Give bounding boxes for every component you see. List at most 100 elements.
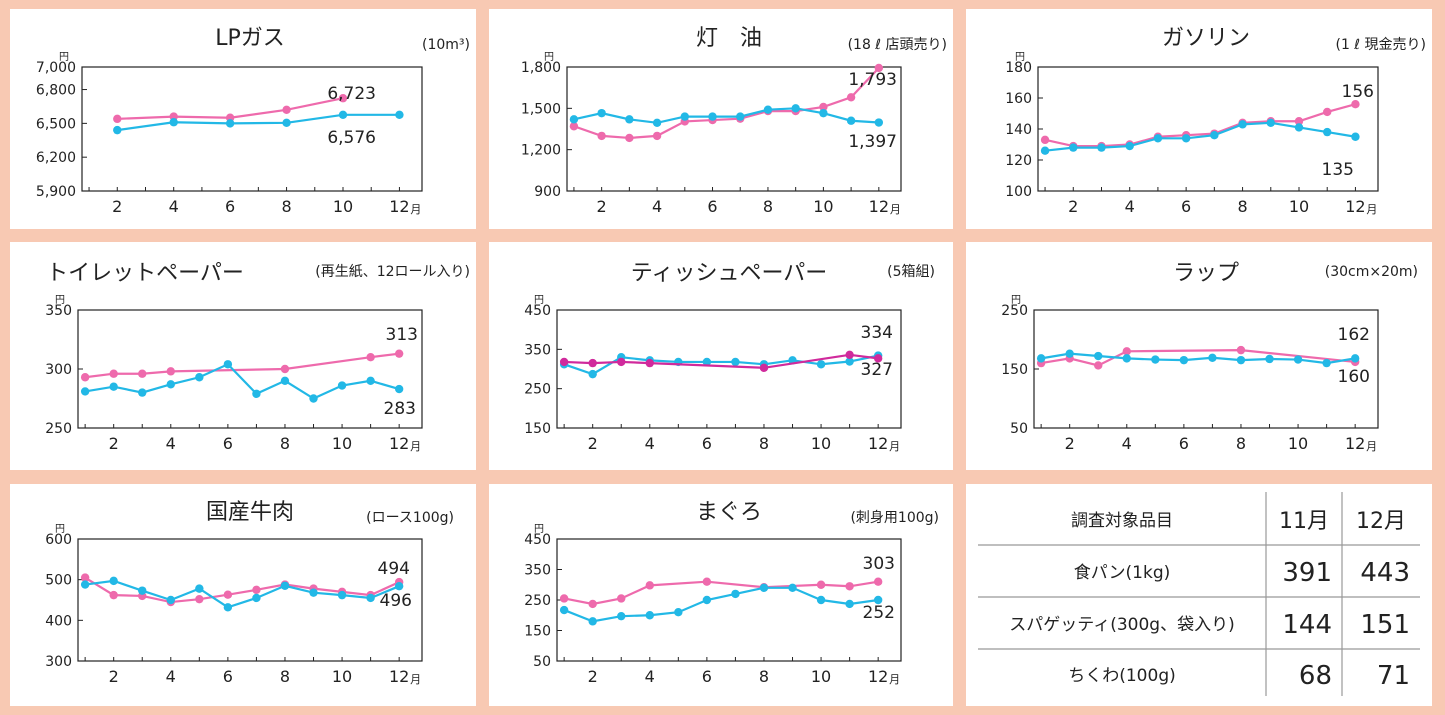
- line-pink: [1044, 103, 1356, 148]
- x-tick-label: 8: [280, 434, 290, 453]
- x-tick-label: 2: [1068, 197, 1078, 216]
- data-point: [816, 360, 826, 369]
- data-point: [1294, 117, 1304, 126]
- data-point: [80, 387, 90, 396]
- data-point: [1236, 355, 1246, 365]
- data-point: [280, 581, 290, 590]
- line-secondary: [573, 107, 879, 124]
- x-tick-label: 6: [223, 667, 233, 686]
- data-point: [280, 376, 290, 385]
- price-table-panel: 調査対象品目 11月 12月 食パン(1kg) 391 443 スパゲッティ(3…: [966, 484, 1432, 706]
- chart-unit-label: (1 ℓ 現金売り): [1335, 37, 1426, 53]
- y-tick-label: 120: [1005, 153, 1032, 169]
- x-month-suffix: 月: [410, 203, 421, 216]
- data-point: [1036, 354, 1046, 363]
- value-annotation: 303: [863, 554, 895, 574]
- x-tick-label: 10: [811, 434, 831, 453]
- y-tick-label: 300: [45, 362, 72, 378]
- x-tick-label: 8: [759, 667, 769, 686]
- line-secondary: [117, 113, 400, 132]
- data-point: [1125, 141, 1134, 151]
- x-tick-label: 4: [645, 434, 655, 453]
- x-tick-label: 12: [869, 197, 889, 216]
- value-annotation: 496: [380, 591, 412, 611]
- data-point: [588, 369, 597, 379]
- x-tick-label: 2: [597, 197, 607, 216]
- data-point: [617, 611, 626, 621]
- line-pink: [1040, 349, 1356, 367]
- table-cell-value: 144: [1282, 610, 1332, 640]
- data-point: [1122, 347, 1131, 356]
- x-tick-label: 10: [332, 434, 352, 453]
- data-point: [109, 576, 118, 586]
- line-secondary: [84, 362, 400, 400]
- x-tick-label: 2: [109, 434, 119, 453]
- y-tick-label: 6,200: [36, 150, 76, 166]
- x-tick-label: 8: [281, 197, 291, 216]
- chart-panel-toilet-paper: トイレットペーパー (再生紙、12ロール入り) 円 350 300 250 2 4 6 8 10 12…: [10, 242, 476, 470]
- y-tick-label: 1,200: [521, 143, 561, 159]
- data-point: [731, 589, 740, 599]
- table-row-label: ちくわ(100g): [1068, 666, 1176, 686]
- data-point: [337, 590, 347, 600]
- chart-title: LPガス: [215, 26, 285, 51]
- table-header-dec: 12月: [1356, 509, 1406, 534]
- data-point: [195, 373, 204, 382]
- x-tick-label: 6: [707, 197, 717, 216]
- y-tick-label: 6,500: [36, 116, 76, 132]
- data-point: [166, 595, 175, 605]
- x-tick-label: 2: [112, 197, 122, 216]
- table-cell-value: 71: [1377, 661, 1410, 691]
- value-annotation: 1,397: [848, 132, 897, 152]
- data-point: [846, 93, 856, 102]
- data-point: [1323, 127, 1332, 137]
- data-point: [1179, 355, 1189, 365]
- x-month-suffix: 月: [410, 673, 421, 686]
- data-point: [166, 380, 175, 389]
- data-point: [702, 577, 712, 586]
- data-point: [873, 595, 883, 605]
- x-tick-label: 4: [166, 667, 176, 686]
- x-tick-label: 8: [759, 434, 769, 453]
- data-point: [873, 354, 883, 363]
- data-point: [138, 369, 147, 378]
- x-tick-label: 8: [1237, 197, 1247, 216]
- chart-unit-label: (10m³): [422, 37, 470, 53]
- data-point: [225, 119, 235, 128]
- data-point: [195, 584, 204, 593]
- data-point: [1265, 354, 1274, 364]
- y-axis-unit: 円: [1015, 52, 1025, 63]
- value-annotation: 156: [1342, 82, 1374, 102]
- x-tick-label: 4: [1125, 197, 1135, 216]
- data-point: [1351, 132, 1360, 141]
- data-point: [788, 583, 797, 592]
- data-point: [282, 105, 291, 115]
- data-point: [1181, 134, 1191, 143]
- data-point: [394, 349, 404, 358]
- data-point: [816, 595, 826, 605]
- y-tick-label: 100: [1005, 184, 1032, 200]
- x-tick-label: 6: [1179, 434, 1189, 453]
- y-tick-label: 150: [524, 421, 551, 437]
- chart-panel-beef: 国産牛肉 (ロース100g) 円 600 500 400 300 2 4 6 8 10 12 月 494 49…: [10, 484, 476, 706]
- value-annotation: 1,793: [848, 70, 897, 90]
- x-tick-label: 10: [1289, 197, 1309, 216]
- data-point: [1151, 355, 1160, 364]
- y-tick-label: 150: [524, 624, 551, 640]
- x-tick-label: 2: [109, 667, 119, 686]
- y-tick-label: 300: [45, 654, 72, 670]
- y-tick-label: 5,900: [36, 184, 76, 200]
- x-tick-label: 4: [1122, 434, 1132, 453]
- value-annotation: 494: [378, 559, 410, 579]
- data-point: [597, 108, 606, 118]
- data-point: [337, 381, 347, 390]
- y-tick-label: 140: [1005, 122, 1032, 138]
- data-point: [1069, 143, 1078, 152]
- table-row-label: 食パン(1kg): [1074, 563, 1171, 583]
- chart-unit-label: (5箱組): [887, 264, 935, 280]
- x-month-suffix: 月: [890, 203, 901, 216]
- x-tick-label: 6: [223, 434, 233, 453]
- y-tick-label: 350: [45, 303, 72, 319]
- y-tick-label: 600: [45, 532, 72, 548]
